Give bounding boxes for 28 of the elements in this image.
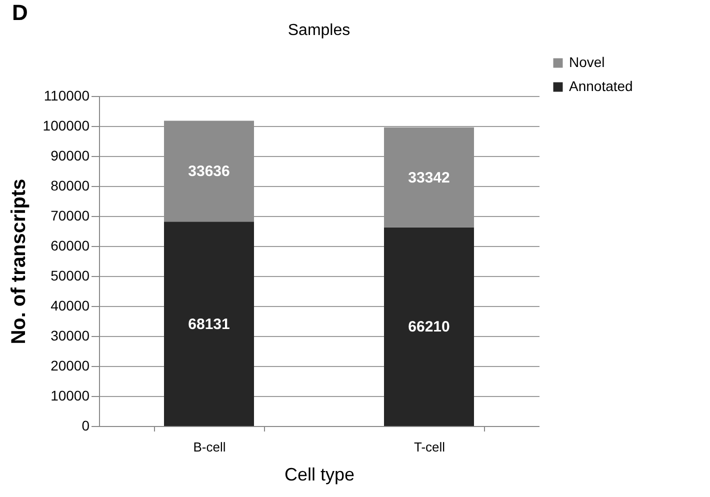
bar (164, 222, 254, 426)
x-tick-label: T-cell (414, 440, 446, 454)
y-tick-label: 40000 (50, 298, 90, 314)
data-label: 33342 (408, 169, 450, 186)
chart-title: Samples (288, 22, 350, 39)
bar (164, 120, 254, 222)
data-label: 33636 (188, 163, 230, 180)
y-tick-label: 60000 (50, 238, 90, 254)
x-axis-title: Cell type (284, 464, 355, 484)
bar (384, 127, 474, 228)
y-tick-label: 0 (82, 418, 90, 434)
y-tick-label: 80000 (50, 178, 90, 194)
y-tick-label: 110000 (44, 88, 90, 104)
y-tick-label: 30000 (50, 328, 90, 344)
data-label: 66210 (408, 318, 450, 336)
bar (384, 227, 474, 426)
y-tick-label: 90000 (50, 148, 90, 164)
legend-label: Annotated (569, 78, 633, 94)
y-tick-label: 20000 (50, 358, 90, 374)
text: D (12, 0, 28, 26)
y-axis-title: No. of transcripts (8, 178, 30, 344)
y-tick-label: 50000 (50, 268, 90, 284)
y-tick-label: 10000 (50, 388, 90, 404)
y-tick-label: 70000 (50, 208, 90, 224)
legend-label: Novel (569, 54, 605, 70)
x-tick-label: B-cell (193, 440, 226, 454)
data-label: 68131 (188, 316, 230, 333)
y-tick-label: 100000 (42, 118, 90, 134)
